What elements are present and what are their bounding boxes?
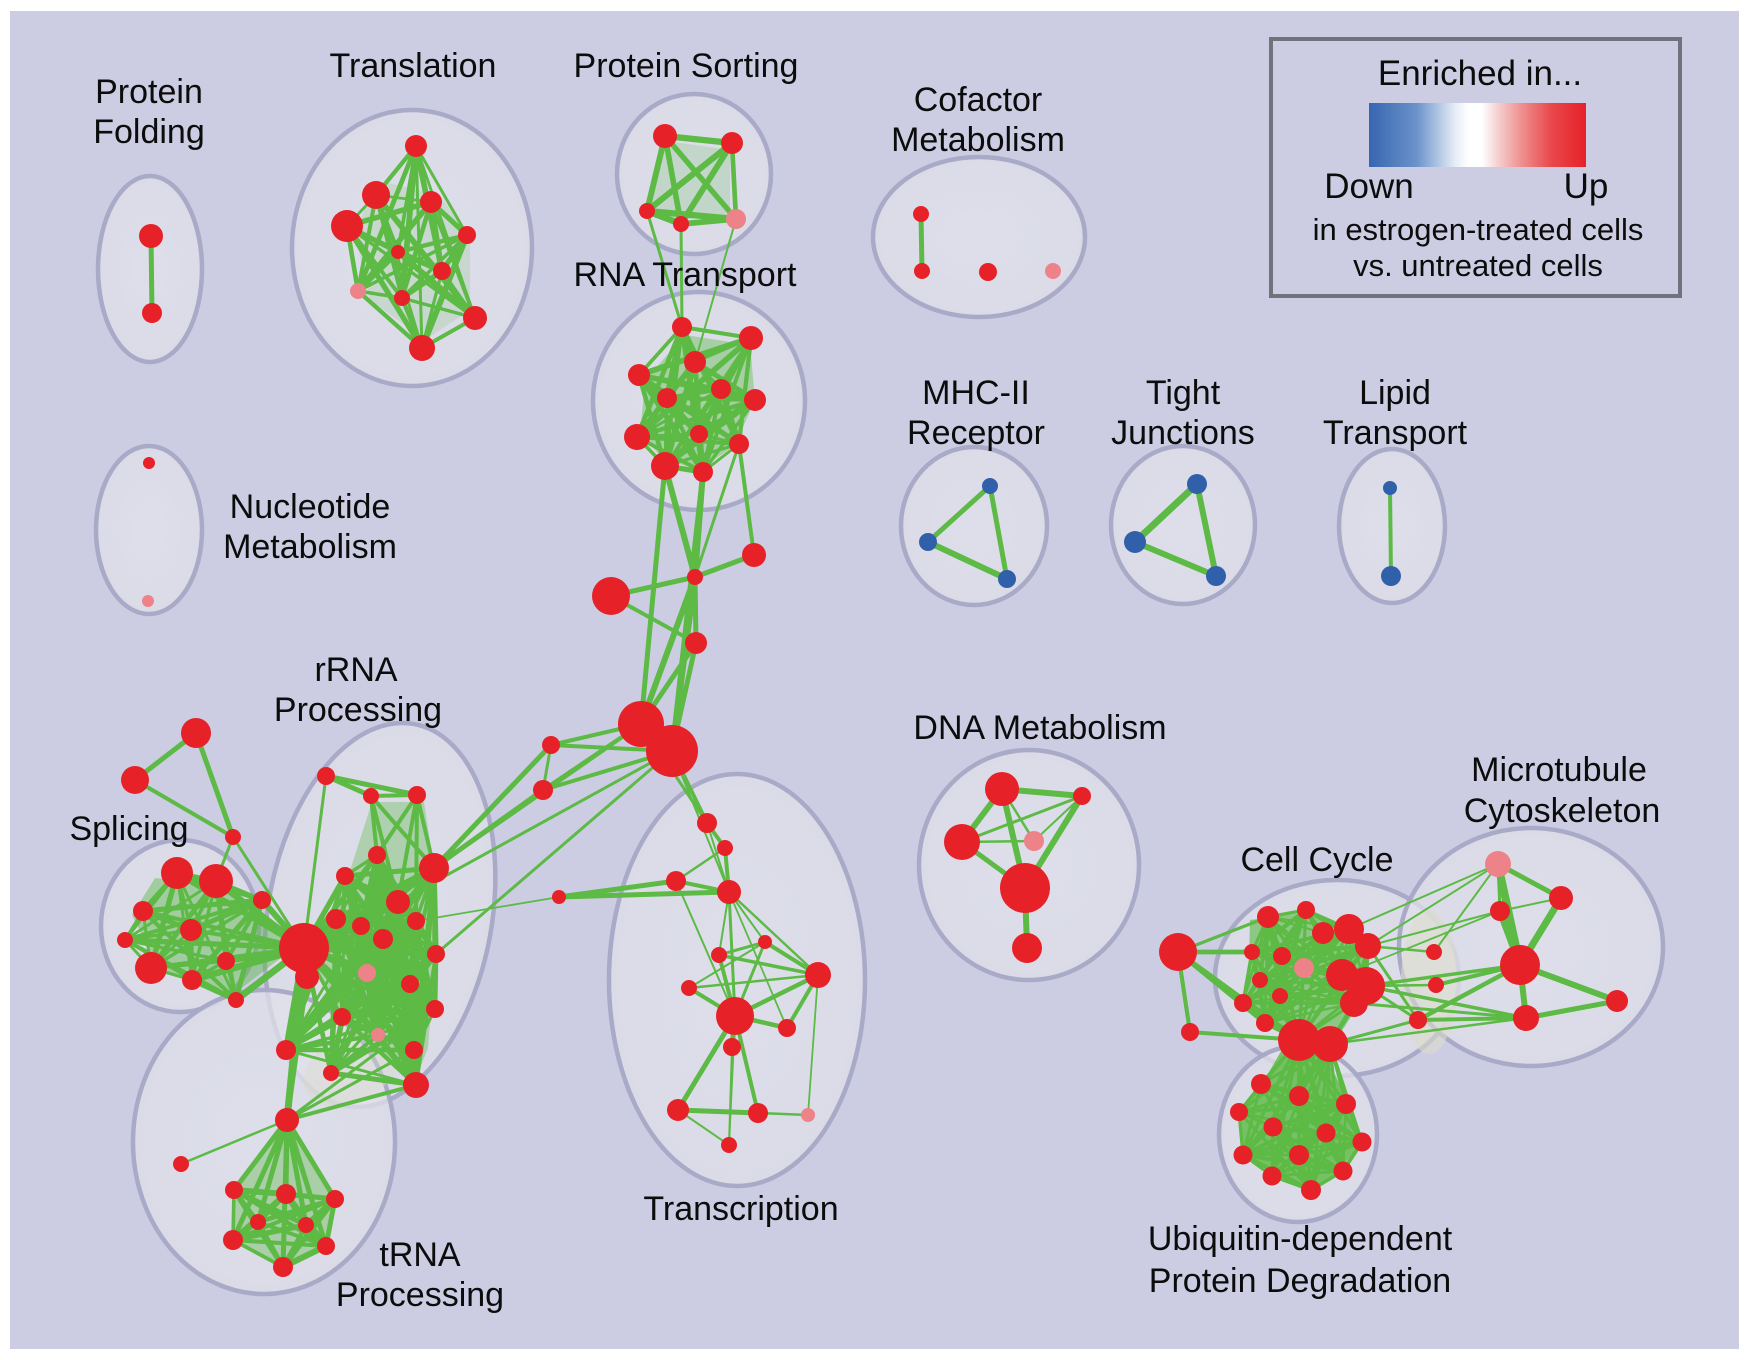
svg-text:Junctions: Junctions	[1111, 414, 1255, 452]
svg-text:Metabolism: Metabolism	[891, 121, 1065, 159]
svg-text:Cell Cycle: Cell Cycle	[1240, 841, 1393, 879]
svg-text:vs. untreated cells: vs. untreated cells	[1353, 248, 1603, 283]
svg-text:Cytoskeleton: Cytoskeleton	[1464, 792, 1661, 830]
svg-text:Lipid: Lipid	[1359, 374, 1431, 412]
svg-text:Nucleotide: Nucleotide	[230, 488, 391, 526]
svg-text:Protein Sorting: Protein Sorting	[574, 47, 799, 85]
svg-text:Processing: Processing	[336, 1276, 504, 1314]
svg-text:Receptor: Receptor	[907, 414, 1045, 452]
svg-text:in estrogen-treated cells: in estrogen-treated cells	[1313, 212, 1644, 247]
svg-text:Transcription: Transcription	[643, 1190, 838, 1228]
svg-text:Protein: Protein	[95, 73, 203, 111]
svg-text:Up: Up	[1564, 167, 1609, 206]
svg-text:DNA Metabolism: DNA Metabolism	[913, 709, 1166, 747]
svg-text:rRNA: rRNA	[314, 651, 397, 689]
svg-text:Transport: Transport	[1323, 414, 1468, 452]
svg-text:MHC-II: MHC-II	[922, 374, 1030, 412]
svg-text:Metabolism: Metabolism	[223, 528, 397, 566]
svg-text:Ubiquitin-dependent: Ubiquitin-dependent	[1148, 1220, 1453, 1258]
svg-text:Protein Degradation: Protein Degradation	[1149, 1262, 1451, 1300]
svg-text:tRNA: tRNA	[379, 1236, 461, 1274]
svg-text:RNA Transport: RNA Transport	[574, 256, 798, 294]
svg-text:Folding: Folding	[93, 113, 205, 151]
svg-text:Microtubule: Microtubule	[1471, 751, 1647, 789]
svg-text:Enriched in...: Enriched in...	[1378, 54, 1582, 93]
svg-text:Translation: Translation	[330, 47, 497, 85]
svg-text:Down: Down	[1324, 167, 1413, 206]
svg-text:Tight: Tight	[1146, 374, 1221, 412]
svg-text:Splicing: Splicing	[69, 810, 188, 848]
svg-text:Cofactor: Cofactor	[914, 81, 1043, 119]
svg-text:Processing: Processing	[274, 691, 442, 729]
